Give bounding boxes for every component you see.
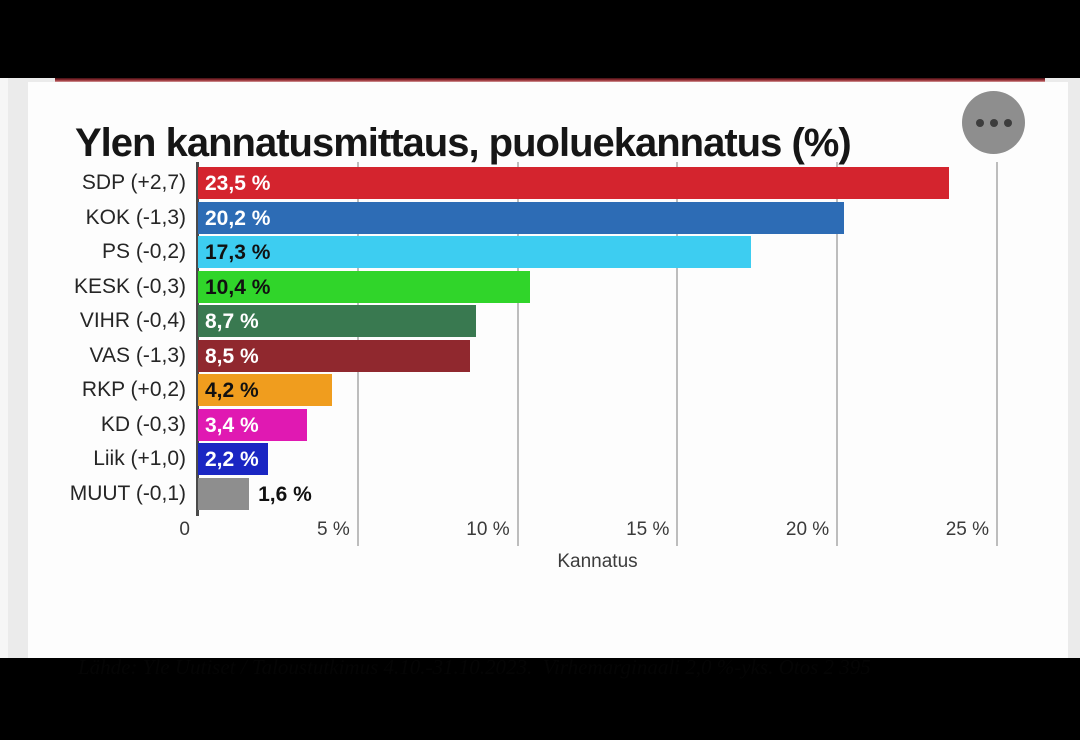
value-label: 2,2 % bbox=[205, 448, 259, 472]
category-label: KOK (-1,3) bbox=[85, 205, 186, 229]
value-label: 20,2 % bbox=[205, 206, 271, 230]
category-label: KD (-0,3) bbox=[100, 412, 186, 436]
bar bbox=[198, 339, 470, 372]
value-label: 23,5 % bbox=[205, 172, 271, 195]
x-tick-label: 5 % bbox=[317, 519, 350, 540]
gridline bbox=[516, 162, 519, 546]
bar bbox=[198, 305, 477, 338]
page-title: Ylen kannatusmittaus, puoluekannatus (%) bbox=[75, 120, 852, 165]
x-tick-label: 0 bbox=[179, 519, 190, 540]
bar bbox=[198, 374, 333, 407]
bar bbox=[198, 408, 307, 441]
category-label: VAS (-1,3) bbox=[89, 343, 186, 367]
x-tick-label: 25 % bbox=[945, 519, 989, 540]
source-note-line1: Lähde: Yle Uutiset / Taloustutkimus 4.10… bbox=[78, 655, 871, 679]
gridline bbox=[996, 162, 998, 546]
category-label: MUUT (-0,1) bbox=[69, 482, 186, 505]
x-tick-label: 10 % bbox=[466, 519, 510, 540]
bar bbox=[198, 167, 950, 199]
gridline bbox=[676, 162, 679, 546]
category-label: Liik (+1,0) bbox=[93, 447, 186, 471]
x-axis-title: Kannatus bbox=[557, 551, 638, 572]
gridline bbox=[836, 162, 839, 546]
more-options-button[interactable] bbox=[962, 91, 1025, 154]
bar bbox=[198, 443, 269, 476]
value-label: 17,3 % bbox=[205, 241, 271, 265]
bar bbox=[198, 270, 531, 303]
ellipsis-icon bbox=[975, 118, 1012, 127]
value-label: 8,5 % bbox=[205, 344, 259, 368]
value-label: 3,4 % bbox=[205, 413, 259, 437]
category-label: RKP (+0,2) bbox=[81, 378, 186, 402]
category-label: VIHR (-0,4) bbox=[79, 309, 186, 333]
y-axis-line bbox=[196, 162, 199, 516]
x-tick-label: 20 % bbox=[785, 519, 830, 540]
value-label: 1,6 % bbox=[258, 483, 312, 506]
value-label: 10,4 % bbox=[205, 275, 271, 299]
letterbox-bottom bbox=[0, 658, 1080, 740]
video-progress-bar[interactable] bbox=[55, 78, 1045, 82]
source-note: Lähde: Yle Uutiset / Taloustutkimus 4.10… bbox=[78, 585, 1018, 740]
bar bbox=[198, 201, 844, 234]
category-label: SDP (+2,7) bbox=[81, 171, 186, 194]
frame-edge-left bbox=[0, 78, 8, 658]
value-label: 8,7 % bbox=[205, 310, 259, 334]
category-label: PS (-0,2) bbox=[101, 240, 186, 264]
category-label: KESK (-0,3) bbox=[73, 274, 186, 298]
bar bbox=[198, 478, 250, 510]
letterbox-top bbox=[0, 0, 1080, 78]
value-label: 4,2 % bbox=[205, 379, 259, 403]
x-tick-label: 15 % bbox=[626, 519, 670, 540]
bar bbox=[198, 236, 751, 269]
